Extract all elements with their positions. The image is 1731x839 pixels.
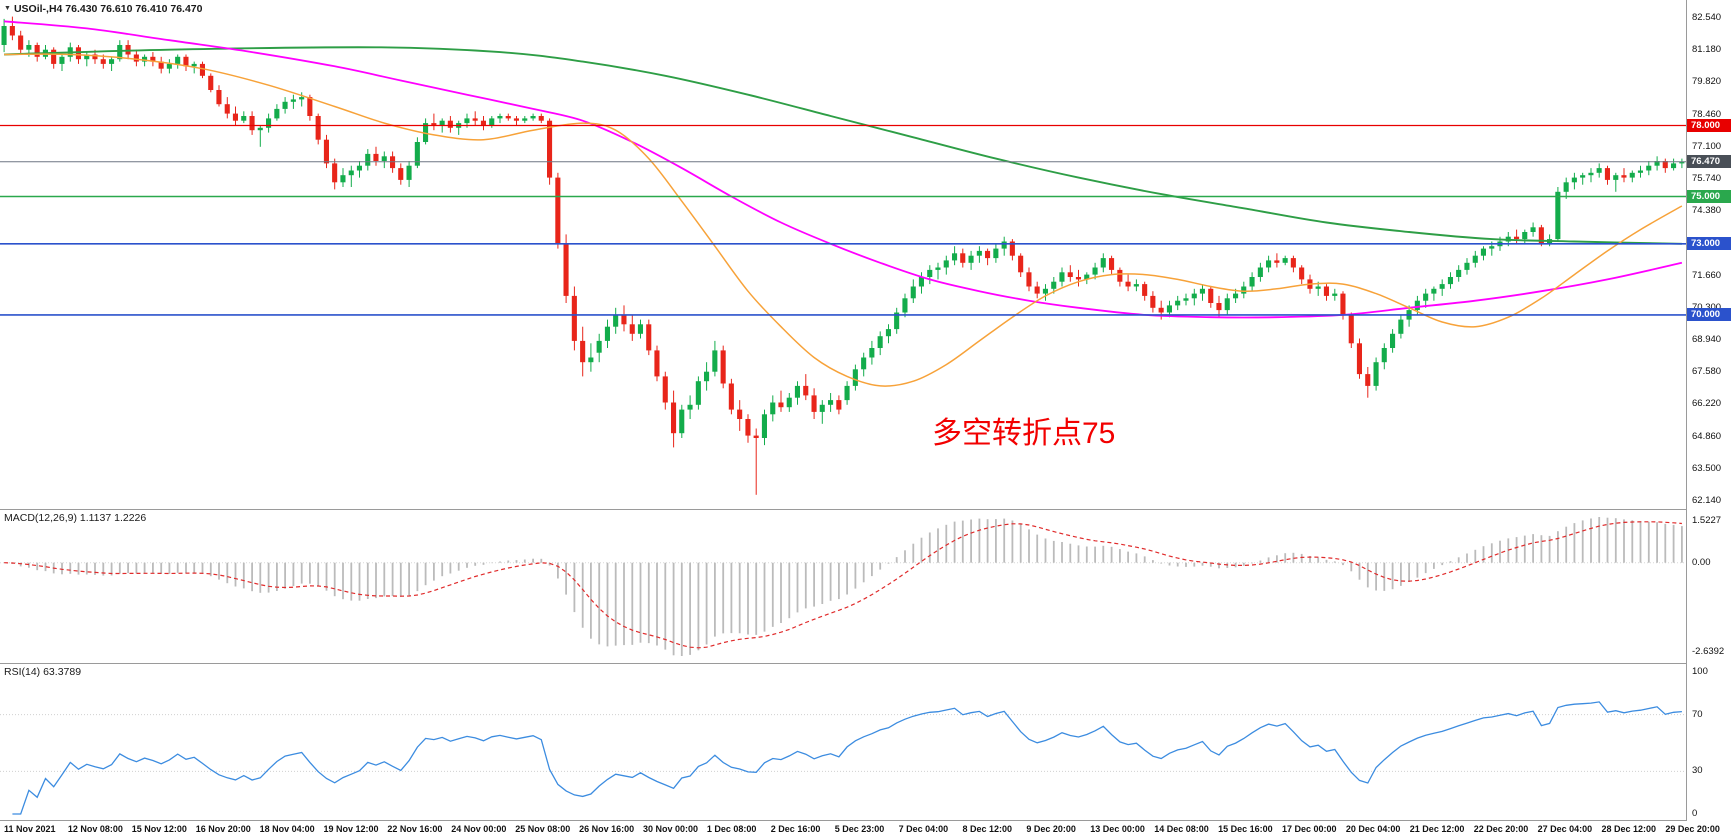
price-level-badge: 70.000 — [1687, 307, 1731, 321]
chart-title-text: USOil-,H4 76.430 76.610 76.410 76.470 — [13, 3, 203, 15]
macd-axis-label: 1.5227 — [1692, 515, 1722, 526]
annotation-text: 多空转折点75 — [932, 417, 1116, 450]
time-axis-label: 1 Dec 08:00 — [706, 824, 757, 834]
time-axis-label: 20 Dec 04:00 — [1345, 824, 1401, 834]
time-axis-label: 27 Dec 04:00 — [1537, 824, 1593, 834]
price-axis-label: 71.660 — [1692, 269, 1722, 281]
price-axis-label: 82.540 — [1692, 12, 1722, 23]
price-level-badge: 73.000 — [1687, 236, 1731, 250]
medium-ma-magenta — [4, 20, 1683, 319]
rsi-axis-label: 100 — [1692, 666, 1708, 677]
time-axis-label: 12 Nov 08:00 — [67, 824, 123, 834]
rsi-label: RSI(14) 63.3789 — [4, 666, 82, 678]
time-axis-label: 29 Dec 20:00 — [1665, 824, 1720, 834]
price-axis[interactable]: 82.540 81.180 79.820 78.460 77.100 75.740 74.3… — [1686, 0, 1731, 839]
price-axis-label: 70.300 — [1692, 302, 1721, 313]
candles — [1, 16, 1685, 495]
time-axis-label: 28 Dec 12:00 — [1601, 824, 1657, 834]
macd-histogram — [11, 517, 1683, 656]
price-axis-label: 79.820 — [1692, 76, 1722, 88]
time-axis-label: 17 Dec 00:00 — [1282, 824, 1337, 834]
rsi-axis-label: 30 — [1692, 765, 1703, 777]
price-axis-label: 77.100 — [1692, 140, 1722, 152]
time-axis-label: 30 Nov 00:00 — [643, 824, 699, 834]
rsi-axis-label: 70 — [1692, 708, 1703, 720]
macd-panel-divider[interactable] — [0, 509, 1731, 510]
fast-ma-orange — [4, 53, 1683, 387]
price-axis-label: 62.140 — [1692, 495, 1722, 506]
time-axis-label: 21 Dec 12:00 — [1409, 824, 1465, 834]
price-axis-label: 78.460 — [1692, 108, 1722, 120]
macd-axis-label: -2.6392 — [1692, 646, 1725, 657]
rsi-line — [12, 701, 1682, 815]
time-axis-label: 13 Dec 00:00 — [1090, 824, 1145, 834]
time-axis-label: 16 Nov 20:00 — [195, 824, 251, 834]
time-axis-label: 22 Dec 20:00 — [1473, 824, 1529, 834]
time-axis-label: 19 Nov 12:00 — [323, 824, 379, 834]
time-axis-label: 9 Dec 20:00 — [1026, 824, 1076, 834]
time-axis-label: 24 Nov 00:00 — [451, 824, 507, 834]
price-axis-label: 81.180 — [1692, 44, 1722, 56]
price-axis-label: 64.860 — [1692, 430, 1722, 442]
price-axis-label: 68.940 — [1692, 334, 1722, 345]
current-price-badge: 76.470 — [1687, 154, 1731, 168]
macd-signal-line — [4, 521, 1682, 649]
time-axis-label: 25 Nov 08:00 — [515, 824, 571, 834]
price-axis-label: 66.220 — [1692, 398, 1722, 410]
time-axis-label: 26 Nov 16:00 — [579, 824, 635, 834]
time-axis-label: 5 Dec 23:00 — [834, 824, 885, 834]
price-level-badge: 78.000 — [1687, 118, 1731, 132]
collapse-triangle-icon[interactable]: ▼ — [4, 5, 11, 12]
time-axis-label: 22 Nov 16:00 — [387, 824, 443, 834]
time-axis-label: 15 Nov 12:00 — [131, 824, 187, 834]
time-axis-label: 18 Nov 04:00 — [259, 824, 315, 834]
time-axis-label: 2 Dec 16:00 — [770, 824, 821, 834]
time-axis-label: 15 Dec 16:00 — [1218, 824, 1273, 834]
macd-axis-label: 0.00 — [1692, 556, 1711, 568]
time-axis-divider[interactable] — [0, 820, 1731, 821]
price-axis-label: 75.740 — [1692, 173, 1722, 184]
price-axis-label: 74.380 — [1692, 205, 1722, 217]
rsi-panel-divider[interactable] — [0, 663, 1731, 664]
price-axis-label: 63.500 — [1692, 462, 1722, 474]
price-level-badge: 75.000 — [1687, 189, 1731, 203]
chart-title: ▼ USOil-,H4 76.430 76.610 76.410 76.470 — [4, 3, 203, 15]
time-axis-label: 14 Dec 08:00 — [1154, 824, 1209, 834]
time-axis-label: 7 Dec 04:00 — [898, 824, 949, 834]
time-axis-label: 11 Nov 2021 — [4, 824, 56, 834]
rsi-axis-label: 0 — [1692, 808, 1698, 819]
time-axis-label: 8 Dec 12:00 — [962, 824, 1013, 834]
price-axis-label: 67.580 — [1692, 366, 1722, 378]
slow-ma-green — [4, 46, 1682, 245]
time-axis[interactable]: 11 Nov 2021 12 Nov 08:00 15 Nov 12:00 16 No… — [0, 821, 1731, 839]
macd-label: MACD(12,26,9) 1.1137 1.2226 — [4, 512, 147, 524]
